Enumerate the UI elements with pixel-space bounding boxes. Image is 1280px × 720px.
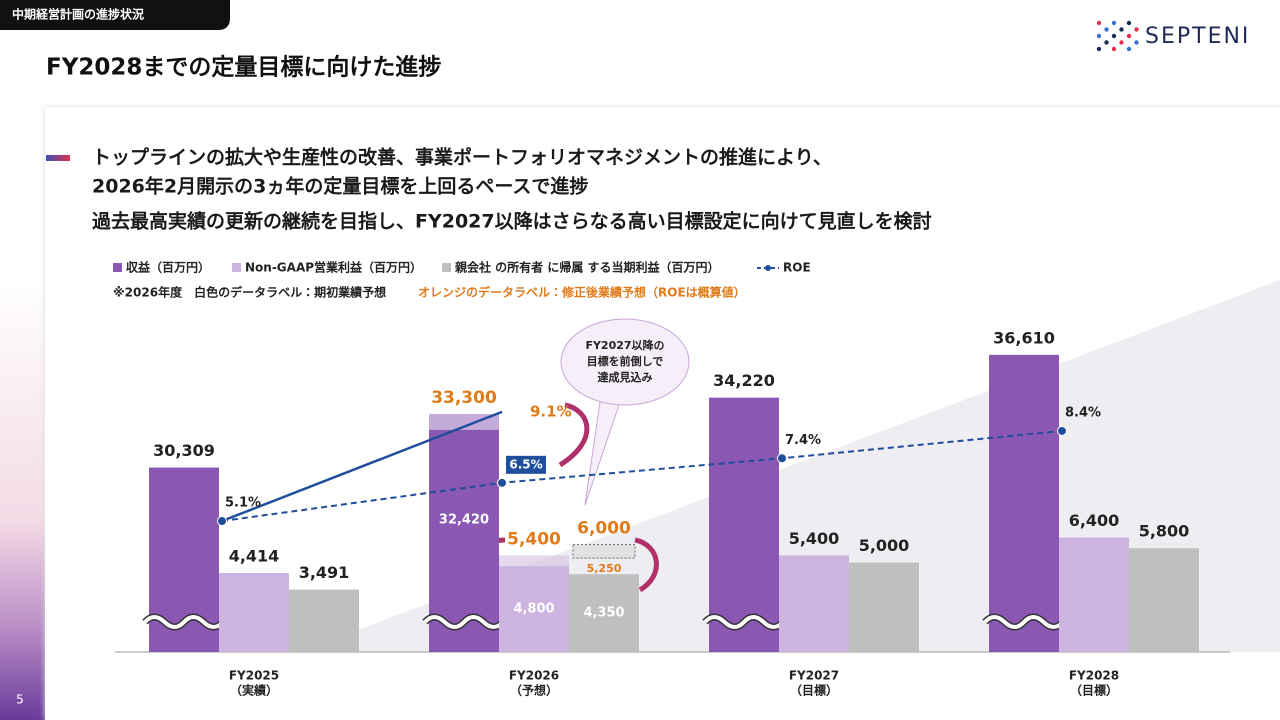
initial-label: 4,800 — [513, 602, 554, 617]
logo-dot — [1134, 27, 1139, 32]
revised-bar — [429, 414, 499, 430]
decor-arrow — [558, 402, 590, 468]
logo-dot — [1111, 33, 1117, 39]
logo-dot — [1111, 20, 1117, 26]
bar — [219, 573, 289, 652]
value-label: 4,414 — [229, 547, 280, 566]
axis-break — [703, 615, 785, 629]
value-label: 7.4% — [785, 433, 821, 448]
value-label: 5,000 — [859, 536, 910, 555]
logo-dot — [1096, 33, 1102, 39]
revised-label: 9.1% — [530, 402, 572, 420]
x-tick-note: （実績） — [230, 683, 278, 698]
x-tick-label: FY2026 — [509, 669, 559, 683]
x-tick-note: （目標） — [790, 683, 838, 698]
legend-label: 親会社 の所有者 に帰属 する当期利益（百万円） — [454, 260, 720, 275]
logo-dot — [1134, 40, 1139, 45]
logo-text: SEPTENI — [1145, 24, 1250, 49]
logo-mark — [1096, 20, 1139, 52]
bullet-text: 過去最高実績の更新の継続を目指し、FY2027以降はさらなる高い目標設定に向けて… — [92, 210, 932, 233]
logo-dot — [1104, 40, 1109, 45]
logo-dot — [1126, 46, 1132, 52]
axis-break — [143, 615, 225, 629]
roe-point — [777, 453, 787, 464]
revised-label: 5,400 — [507, 529, 561, 549]
legend-swatch — [113, 263, 122, 272]
logo-dot — [1126, 33, 1132, 39]
bar — [779, 555, 849, 652]
value-label: 5,800 — [1139, 522, 1190, 541]
x-tick-note: （目標） — [1070, 683, 1118, 698]
x-tick-label: FY2027 — [789, 669, 839, 683]
decor-arrow — [634, 537, 659, 593]
revised-label: 33,300 — [431, 388, 497, 408]
callout-bubble — [560, 318, 690, 406]
side-gradient — [0, 280, 45, 720]
logo-dot — [1096, 20, 1102, 26]
bar — [569, 574, 639, 652]
callout-text: 目標を前倒しで — [587, 354, 664, 368]
value-label: 30,309 — [153, 441, 215, 460]
section-label: 中期経営計画の進捗状況 — [12, 7, 144, 22]
roe-point — [217, 516, 227, 527]
value-label: 5,400 — [789, 529, 840, 548]
bar — [849, 562, 919, 652]
roe-point — [497, 477, 507, 488]
bar — [1059, 537, 1129, 652]
legend-label: ROE — [783, 261, 811, 275]
value-label: 5.1% — [225, 496, 261, 511]
roe-revised-line — [221, 410, 503, 523]
page-number: 5 — [16, 693, 24, 707]
initial-label: 6.5% — [509, 457, 542, 471]
roe-point — [1057, 425, 1067, 436]
bar — [709, 397, 779, 652]
bullet-text: トップラインの拡大や生産性の改善、事業ポートフォリオマネジメントの推進により、 — [92, 146, 832, 169]
bar — [429, 429, 499, 652]
axis-break — [983, 615, 1065, 629]
legend-label: Non-GAAP営業利益（百万円） — [245, 260, 422, 275]
chart-note: オレンジのデータラベル：修正後業績予想（ROEは概算値） — [418, 285, 746, 300]
initial-label: 4,350 — [583, 606, 624, 621]
value-label: 3,491 — [299, 563, 350, 582]
section-tab — [0, 0, 230, 30]
initial-label: 32,420 — [439, 512, 489, 527]
revised-bar — [572, 544, 636, 559]
value-label: 36,610 — [993, 328, 1055, 347]
x-tick-note: （予想） — [510, 683, 558, 698]
legend-swatch — [442, 263, 451, 272]
axis-break — [423, 615, 505, 629]
legend-label: 収益（百万円） — [126, 260, 210, 275]
logo-dot — [1096, 46, 1102, 52]
x-tick-label: FY2025 — [229, 669, 279, 683]
bar — [499, 566, 569, 652]
initial-label-box — [506, 455, 546, 474]
logo-dot — [1111, 46, 1117, 52]
revised-label: 6,000 — [577, 519, 631, 539]
callout-text: FY2027以降の — [585, 338, 664, 352]
logo-dot — [1119, 40, 1124, 45]
logo-dot — [1126, 20, 1132, 26]
roe-line — [221, 429, 1063, 523]
bar — [1129, 548, 1199, 652]
bullet-marker — [46, 155, 70, 161]
slide-title: FY2028までの定量目標に向けた進捗 — [46, 54, 441, 81]
logo-dot — [1119, 27, 1124, 32]
value-label: 6,400 — [1069, 511, 1120, 530]
revised-bar — [499, 555, 569, 567]
value-label: 34,220 — [713, 371, 775, 390]
bar — [989, 354, 1059, 652]
logo-dot — [1104, 27, 1109, 32]
bullet-text: 2026年2月開示の3ヵ年の定量目標を上回るペースで進捗 — [92, 175, 588, 198]
legend-swatch — [232, 263, 241, 272]
legend-swatch — [765, 265, 771, 271]
callout-text: 達成見込み — [598, 370, 653, 384]
value-label: 8.4% — [1065, 405, 1101, 420]
interim-label: 5,250 — [587, 562, 622, 575]
chart-note: ※2026年度 白色のデータラベル：期初業績予想 — [113, 285, 386, 300]
bar — [289, 589, 359, 652]
x-tick-label: FY2028 — [1069, 669, 1119, 683]
